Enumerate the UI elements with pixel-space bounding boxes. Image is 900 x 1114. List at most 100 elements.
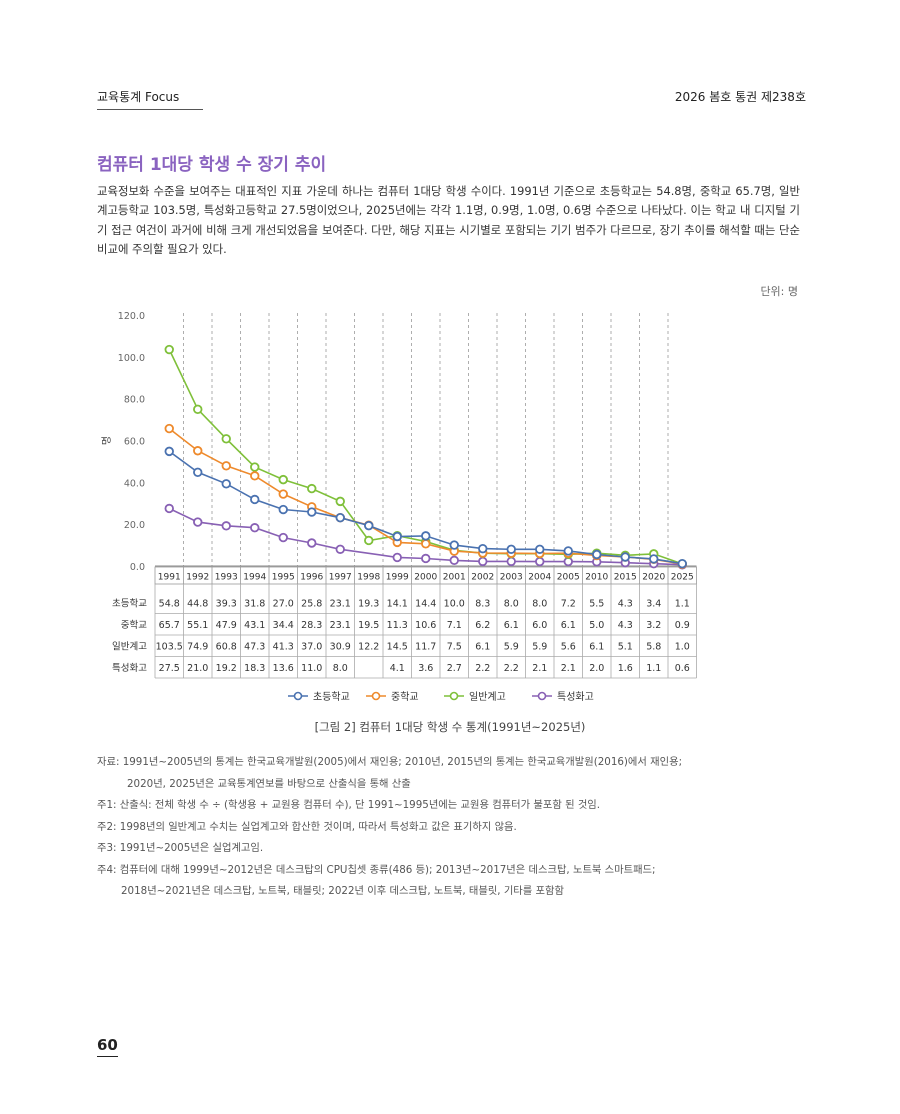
data-point (478, 543, 488, 554)
data-label: 8.0 (333, 663, 348, 674)
data-point (164, 423, 174, 434)
data-label: 23.1 (330, 620, 351, 631)
data-label: 19.2 (216, 663, 237, 674)
figure-caption: [그림 2] 컴퓨터 1대당 학생 수 통계(1991년~2025년) (314, 720, 586, 734)
legend-marker (449, 691, 459, 701)
data-point (677, 558, 687, 569)
data-point (421, 553, 431, 564)
data-label: 5.6 (561, 642, 576, 653)
data-label: 1.0 (675, 642, 690, 653)
header-issue-label: 2026 봄호 통권 제238호 (674, 90, 806, 104)
data-label: 8.3 (475, 599, 490, 610)
data-label: 8.0 (504, 599, 519, 610)
data-label: 14.5 (387, 642, 408, 653)
data-point (563, 546, 573, 556)
note-2: 주2: 1998년의 일반계고 수치는 실업계고와 합산한 것이며, 따라서 특… (97, 820, 517, 833)
data-label: 65.7 (159, 620, 180, 631)
data-label: 4.3 (618, 620, 633, 631)
series-line (168, 507, 683, 566)
data-label: 3.4 (646, 599, 661, 610)
data-point (250, 471, 260, 481)
header-section-label: 교육통계 Focus (97, 88, 203, 110)
note-3: 주3: 1991년~2005년은 실업계고임. (97, 842, 264, 854)
data-point (535, 556, 545, 567)
data-point (364, 535, 374, 546)
data-label: 21.0 (187, 663, 208, 674)
x-tick-label: 2002 (471, 573, 494, 583)
data-point (164, 503, 174, 514)
x-tick-label: 1994 (243, 573, 266, 583)
data-point (335, 496, 345, 507)
data-point (449, 555, 459, 566)
legend-label: 특성화고 (557, 691, 594, 703)
data-label: 6.1 (504, 620, 519, 631)
data-label: 5.0 (589, 620, 604, 631)
data-label: 7.1 (447, 620, 462, 631)
data-point (307, 538, 317, 548)
data-point (506, 556, 516, 567)
data-label: 2.1 (561, 663, 576, 674)
data-label: 103.5 (156, 642, 183, 653)
legend-item: 중학교 (366, 691, 419, 703)
legend-label: 일반계고 (469, 691, 506, 703)
data-label: 54.8 (159, 599, 180, 610)
x-tick-label: 1993 (215, 573, 238, 583)
legend-marker (293, 691, 303, 701)
y-tick-label: 60.0 (124, 437, 145, 448)
table-row-header: 중학교 (121, 620, 147, 631)
data-label: 3.6 (418, 663, 433, 674)
data-point (193, 517, 203, 527)
data-label: 11.7 (415, 642, 436, 653)
data-label: 5.9 (504, 642, 519, 653)
data-label: 6.1 (589, 642, 604, 653)
table-row-header: 일반계고 (112, 641, 147, 653)
intro-paragraph: 교육정보화 수준을 보여주는 대표적인 지표 가운데 하나는 컴퓨터 1대당 학… (97, 184, 800, 256)
data-label: 6.2 (475, 620, 490, 631)
data-label: 2.7 (447, 663, 462, 674)
data-point (193, 404, 203, 415)
data-point (250, 462, 260, 472)
data-label: 8.0 (532, 599, 547, 610)
data-point (307, 507, 317, 517)
data-label: 10.0 (444, 599, 465, 610)
data-label: 1.1 (646, 663, 661, 674)
data-point (392, 531, 402, 542)
data-point (649, 554, 659, 564)
data-label: 2.2 (475, 663, 490, 674)
x-tick-label: 1998 (357, 573, 380, 583)
data-label: 31.8 (244, 599, 265, 610)
note-4: 주4: 컴퓨터에 대해 1999년~2012년은 데스크탑의 CPU칩셋 종류(… (97, 863, 656, 876)
legend-item: 특성화고 (532, 691, 594, 703)
data-point (421, 539, 431, 549)
data-label: 5.8 (646, 642, 661, 653)
legend-marker (371, 691, 381, 701)
data-label: 23.1 (330, 599, 351, 610)
data-label: 5.1 (618, 642, 633, 653)
data-label: 13.6 (273, 663, 294, 674)
data-point (221, 461, 231, 471)
legend-marker (537, 691, 547, 701)
data-point (278, 489, 288, 499)
data-label: 27.5 (159, 663, 180, 674)
x-tick-label: 1992 (186, 573, 209, 583)
y-tick-label: 40.0 (124, 478, 145, 489)
data-label: 1.6 (618, 663, 633, 674)
data-point (250, 494, 260, 505)
data-label: 47.9 (216, 620, 237, 631)
legend-label: 초등학교 (313, 691, 350, 703)
data-point (449, 540, 459, 550)
data-label: 7.5 (447, 642, 462, 653)
data-label: 44.8 (187, 599, 208, 610)
data-point (506, 544, 516, 554)
x-tick-label: 2001 (443, 573, 466, 583)
note-1: 주1: 산출식: 전체 학생 수 ÷ (학생용 + 교원용 컴퓨터 수), 단 … (97, 799, 601, 811)
note-source: 자료: 1991년~2005년의 통계는 한국교육개발원(2005)에서 재인용… (97, 756, 683, 768)
table-row-header: 초등학교 (112, 599, 147, 610)
x-tick-label: 2000 (414, 573, 437, 583)
x-tick-label: 2005 (557, 573, 580, 583)
x-tick-label: 2025 (671, 573, 694, 583)
data-point (221, 434, 231, 444)
data-label: 39.3 (216, 599, 237, 610)
data-point (278, 532, 288, 543)
data-label: 28.3 (301, 620, 322, 631)
